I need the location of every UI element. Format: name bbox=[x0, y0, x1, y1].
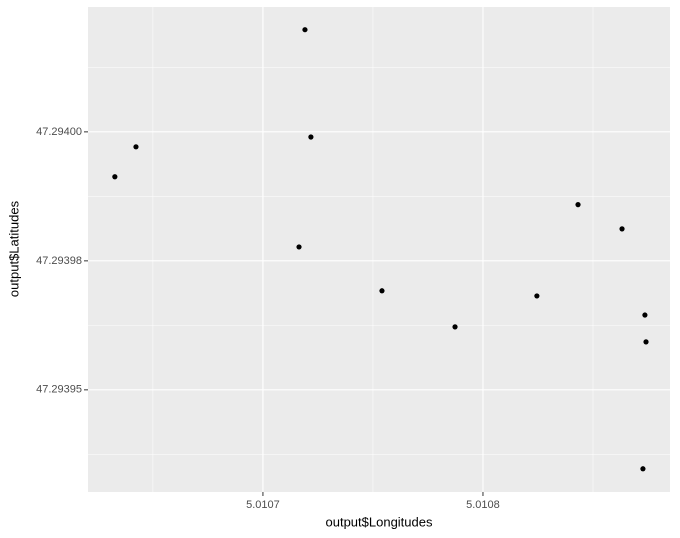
point bbox=[308, 134, 314, 140]
point bbox=[296, 244, 302, 250]
point bbox=[640, 466, 646, 472]
point bbox=[302, 27, 308, 33]
point bbox=[642, 312, 648, 318]
y-axis-title: output$Latitudes bbox=[6, 200, 21, 297]
point bbox=[619, 226, 625, 232]
y-tick-label: 47.29398 bbox=[36, 255, 82, 267]
point bbox=[575, 202, 581, 208]
point bbox=[643, 339, 649, 345]
x-tick-label: 5.0107 bbox=[246, 499, 280, 511]
point bbox=[112, 174, 118, 180]
y-tick-label: 47.29395 bbox=[36, 384, 82, 396]
point bbox=[133, 144, 139, 150]
panel bbox=[88, 7, 670, 492]
x-tick-label: 5.0108 bbox=[466, 499, 500, 511]
point bbox=[534, 293, 540, 299]
y-tick-label: 47.29400 bbox=[36, 126, 82, 138]
x-axis-title: output$Longitudes bbox=[326, 514, 433, 529]
point bbox=[379, 288, 385, 294]
point bbox=[452, 324, 458, 330]
